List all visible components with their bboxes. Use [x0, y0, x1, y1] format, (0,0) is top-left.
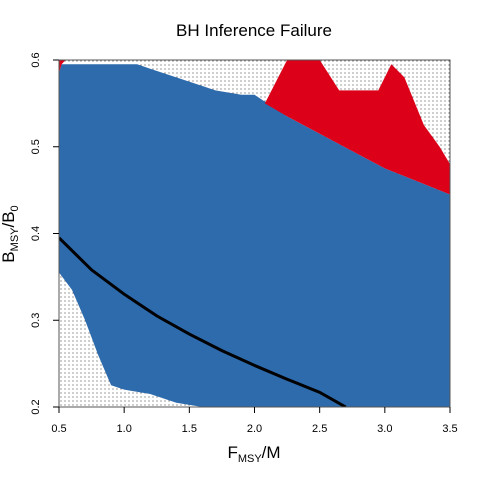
y-tick-label: 0.5 — [30, 139, 42, 154]
y-tick-label: 0.3 — [30, 313, 42, 328]
x-tick-label: 2.0 — [247, 423, 262, 435]
y-axis-title-sub2: 0 — [9, 205, 21, 211]
y-tick-label: 0.6 — [30, 52, 42, 67]
x-tick-label: 3.5 — [442, 423, 457, 435]
y-tick-label: 0.2 — [30, 399, 42, 414]
y-axis-title: BMSY/B0 — [0, 205, 21, 262]
x-axis-title-main: F — [227, 443, 237, 462]
x-tick-label: 3.0 — [377, 423, 392, 435]
inference-failure-region-left — [59, 60, 66, 73]
x-tick-label: 2.5 — [312, 423, 327, 435]
valid-region — [59, 64, 450, 407]
chart-title: BH Inference Failure — [176, 21, 332, 40]
plot-area — [59, 60, 450, 407]
y-axis: 0.2 0.3 0.4 0.5 0.6 — [30, 52, 59, 415]
y-axis-title-mid: /B — [0, 211, 18, 227]
y-tick-label: 0.4 — [30, 226, 42, 241]
msy-curve — [59, 236, 347, 407]
y-axis-title-sub: MSY — [9, 227, 21, 252]
x-axis-title-sub: MSY — [238, 453, 263, 465]
x-axis-title: FMSY/M — [227, 443, 280, 465]
x-tick-label: 1.0 — [117, 423, 132, 435]
inference-failure-region-right — [264, 60, 450, 195]
x-tick-label: 0.5 — [51, 423, 66, 435]
x-axis-title-tail: /M — [262, 443, 281, 462]
y-axis-title-main: B — [0, 251, 18, 262]
x-tick-label: 1.5 — [182, 423, 197, 435]
x-axis: 0.5 1.0 1.5 2.0 2.5 3.0 3.5 — [51, 407, 458, 435]
